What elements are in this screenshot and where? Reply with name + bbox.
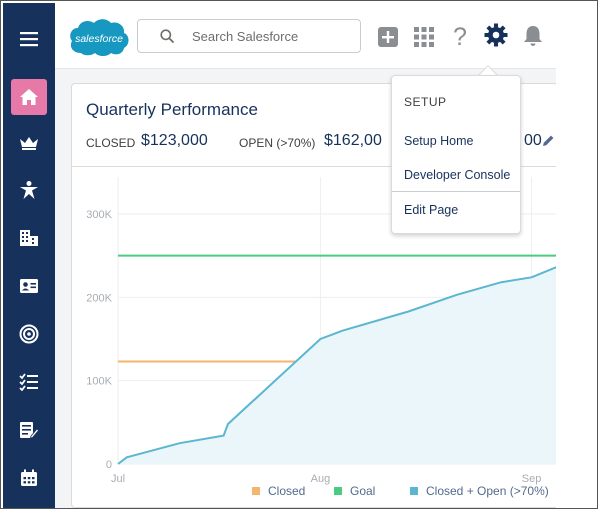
open-value: $162,00 <box>324 132 382 149</box>
series-line-2 <box>117 266 556 465</box>
x-tick-label: Sep <box>522 473 542 485</box>
sidebar-item-tasks[interactable] <box>11 364 47 400</box>
open-label: OPEN (>70%) <box>239 136 316 150</box>
task-list-icon <box>19 373 38 391</box>
y-tick-label: 100K <box>86 376 112 388</box>
global-search[interactable] <box>137 19 361 53</box>
x-tick-label: Jul <box>111 473 125 485</box>
building-icon <box>20 230 38 246</box>
setup-menu-header: SETUP <box>404 95 447 109</box>
goal-value-partial: 00 <box>524 132 542 149</box>
quarterly-performance-chart: 0 100K 200K 300K Jul Aug Sep Closed Goal Closed … <box>86 177 556 498</box>
sidebar-item-campaigns[interactable] <box>11 316 47 352</box>
logo-text: salesforce <box>75 33 123 45</box>
y-tick-label: 200K <box>86 292 112 304</box>
menu-item-developer-console[interactable]: Developer Console <box>404 168 511 182</box>
closed-label: CLOSED <box>86 136 136 150</box>
legend-label: Closed <box>268 484 305 498</box>
sidebar-item-calendar[interactable] <box>11 460 47 496</box>
legend-label: Closed + Open (>70%) <box>426 484 549 498</box>
closed-open-area <box>118 267 556 464</box>
global-header: salesforce ? <box>55 3 556 69</box>
card-divider <box>72 166 556 167</box>
sidebar-item-notes[interactable] <box>11 412 47 448</box>
calendar-icon <box>21 469 37 486</box>
pencil-icon[interactable] <box>542 134 555 152</box>
sidebar-nav <box>3 3 55 508</box>
card-title: Quarterly Performance <box>86 100 258 119</box>
person-star-icon <box>20 181 38 199</box>
add-icon[interactable] <box>377 26 399 48</box>
legend-swatch <box>252 487 260 495</box>
menu-item-edit-page[interactable]: Edit Page <box>404 203 459 217</box>
legend-swatch <box>334 487 342 495</box>
legend-swatch <box>410 487 418 495</box>
sidebar-item-accounts[interactable] <box>11 220 47 256</box>
sidebar-item-contacts[interactable] <box>11 268 47 304</box>
target-icon <box>19 324 39 344</box>
setup-gear-icon[interactable] <box>484 23 508 47</box>
salesforce-app: salesforce ? <box>3 3 556 508</box>
y-tick-label: 300K <box>86 209 112 221</box>
quarterly-performance-card: Quarterly Performance CLOSED $123,000 OP… <box>71 83 556 508</box>
setup-menu: SETUP Setup Home Developer Console Edit … <box>391 75 521 234</box>
x-tick-label: Aug <box>311 473 331 485</box>
menu-icon[interactable] <box>11 21 47 57</box>
app-launcher-icon[interactable] <box>413 26 435 48</box>
search-icon <box>160 29 174 43</box>
notes-edit-icon <box>20 422 39 439</box>
legend-label: Goal <box>350 484 375 498</box>
sidebar-item-leads[interactable] <box>11 172 47 208</box>
notifications-bell-icon[interactable] <box>522 25 544 47</box>
sidebar-item-home[interactable] <box>11 79 47 115</box>
salesforce-logo[interactable]: salesforce <box>67 15 131 59</box>
menu-separator <box>392 191 520 192</box>
y-tick-label: 0 <box>106 459 112 471</box>
crown-icon <box>20 137 38 150</box>
search-input[interactable] <box>192 26 352 46</box>
home-icon <box>20 89 38 105</box>
menu-item-setup-home[interactable]: Setup Home <box>404 134 474 148</box>
help-icon[interactable]: ? <box>453 23 467 51</box>
sidebar-item-opportunities[interactable] <box>11 125 47 161</box>
contact-card-icon <box>20 279 38 293</box>
closed-value: $123,000 <box>141 132 208 149</box>
